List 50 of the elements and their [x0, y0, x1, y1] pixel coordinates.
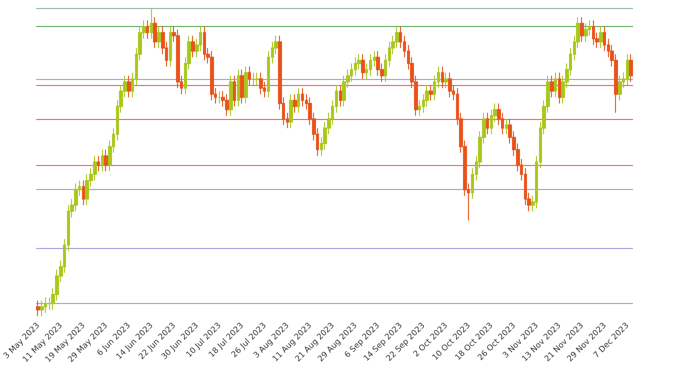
- candlestick: [203, 26, 206, 61]
- candlestick: [444, 72, 448, 89]
- candlestick: [505, 118, 508, 135]
- candlestick: [150, 8, 153, 40]
- candlestick: [244, 66, 248, 104]
- candlestick: [361, 54, 365, 80]
- candlestick: [36, 300, 40, 316]
- candlestick: [592, 20, 595, 46]
- candlestick: [157, 26, 161, 49]
- candlestick: [82, 180, 85, 206]
- candlestick: [429, 84, 433, 101]
- candlestick: [127, 75, 131, 98]
- candlestick: [44, 297, 47, 314]
- candlestick: [550, 75, 554, 98]
- candlestick: [629, 54, 633, 82]
- candlestick: [229, 75, 233, 116]
- candlestick: [369, 54, 372, 76]
- candlestick: [240, 69, 244, 104]
- candlestick: [169, 26, 172, 68]
- candlestick: [248, 66, 251, 86]
- candlestick: [101, 149, 104, 172]
- candlestick: [225, 94, 229, 116]
- candlestick: [441, 66, 444, 89]
- candlestick: [97, 155, 100, 172]
- candlestick: [554, 72, 557, 98]
- candlestick: [40, 300, 44, 316]
- candlestick: [297, 88, 300, 114]
- candlestick: [210, 50, 214, 101]
- candlestick: [339, 84, 342, 108]
- candlestick: [153, 16, 157, 49]
- candlestick: [289, 94, 293, 129]
- candlestick: [626, 54, 629, 86]
- candlestick: [486, 112, 489, 135]
- candlestick: [237, 69, 240, 108]
- candlestick: [104, 149, 108, 172]
- candlestick: [580, 16, 584, 42]
- candlestick: [448, 72, 452, 98]
- candlestick: [618, 75, 622, 101]
- candlestick: [146, 20, 149, 40]
- candlestick: [191, 35, 195, 58]
- candlestick: [233, 75, 236, 108]
- candlestick: [293, 94, 297, 114]
- candlestick: [255, 72, 259, 86]
- candlestick: [558, 72, 561, 104]
- candlestick: [584, 22, 588, 42]
- candlestick: [252, 72, 255, 86]
- candlestick: [218, 90, 221, 104]
- candlestick: [599, 26, 603, 49]
- candlestick: [259, 72, 263, 95]
- candlestick: [301, 88, 304, 108]
